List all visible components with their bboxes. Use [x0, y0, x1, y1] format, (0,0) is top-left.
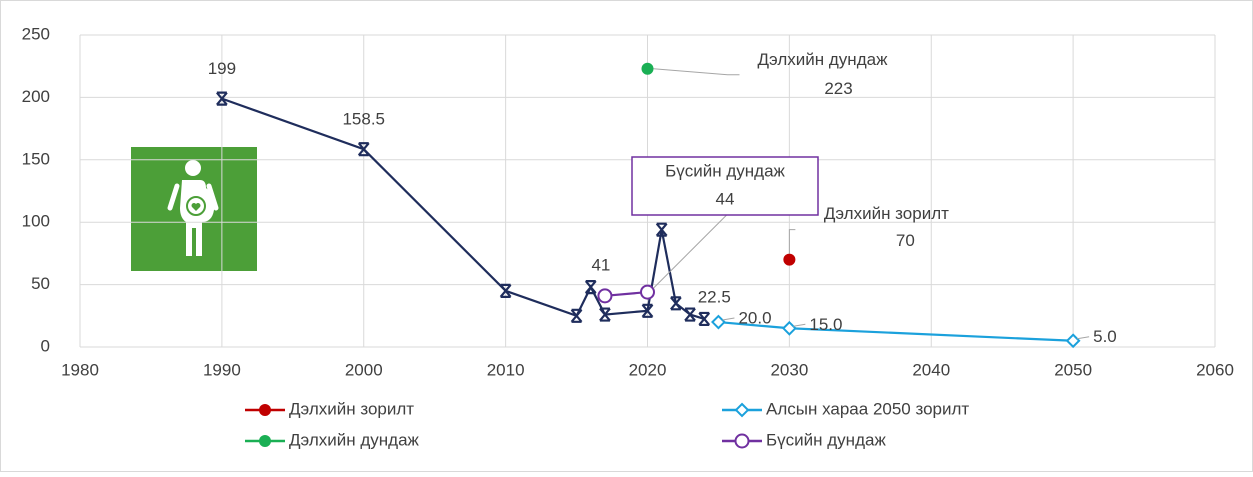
x-tick-label: 2030: [770, 360, 808, 379]
marker: [570, 308, 583, 323]
y-tick-label: 200: [22, 87, 50, 106]
data-label: Дэлхийн дундаж: [758, 50, 889, 69]
data-label: Бүсийн дундаж: [665, 161, 785, 180]
legend-marker: [734, 402, 750, 418]
legend-label: Дэлхийн зорилт: [289, 399, 414, 418]
data-label: 20.0: [738, 309, 771, 328]
leader-line: [788, 229, 796, 254]
leader-line: [1077, 336, 1090, 340]
marker: [216, 91, 228, 106]
marker: [655, 222, 668, 237]
legend-marker: [734, 433, 750, 449]
y-tick-label: 0: [41, 336, 50, 355]
legend-marker: [259, 435, 271, 447]
icon: [131, 147, 257, 271]
data-label: 15.0: [809, 315, 842, 334]
y-tick-label: 100: [22, 212, 50, 231]
marker: [597, 288, 613, 304]
legend-label: Дэлхийн дундаж: [289, 430, 420, 449]
marker: [499, 283, 512, 298]
marker: [670, 296, 682, 311]
marker: [698, 311, 711, 327]
x-tick-label: 2020: [629, 360, 667, 379]
y-tick-label: 150: [22, 149, 50, 168]
leader-line: [793, 323, 806, 327]
data-label: 199: [208, 59, 236, 78]
data-label: 5.0: [1093, 327, 1117, 346]
data-label: 158.5: [342, 110, 385, 129]
x-tick-label: 1980: [61, 360, 99, 379]
marker: [584, 279, 597, 295]
marker: [640, 284, 655, 300]
legend-label: Бүсийн дундаж: [766, 430, 886, 449]
data-label: 22.5: [698, 287, 731, 306]
y-tick-label: 50: [31, 274, 50, 293]
leader-line: [653, 68, 740, 76]
x-tick-label: 2010: [487, 360, 525, 379]
x-tick-label: 2050: [1054, 360, 1092, 379]
y-tick-label: 250: [22, 24, 50, 43]
x-tick-label: 2040: [912, 360, 950, 379]
legend-marker: [259, 404, 271, 416]
legend-label: Алсын хараа 2050 зорилт: [766, 399, 969, 418]
marker: [641, 62, 654, 75]
data-label: Дэлхийн зорилт: [824, 204, 949, 223]
callout-box: [631, 156, 819, 216]
data-label: 41: [591, 255, 610, 274]
data-label: 223: [824, 79, 852, 98]
marker: [357, 142, 370, 157]
marker: [599, 307, 611, 322]
x-tick-label: 2060: [1196, 360, 1234, 379]
x-tick-label: 2000: [345, 360, 383, 379]
data-label: 70: [896, 231, 915, 250]
marker: [684, 307, 696, 322]
marker: [783, 253, 796, 266]
leader-line: [722, 317, 735, 321]
x-tick-label: 1990: [203, 360, 241, 379]
data-label: 44: [716, 189, 735, 208]
marker: [641, 303, 654, 318]
leader-line: [653, 213, 728, 289]
